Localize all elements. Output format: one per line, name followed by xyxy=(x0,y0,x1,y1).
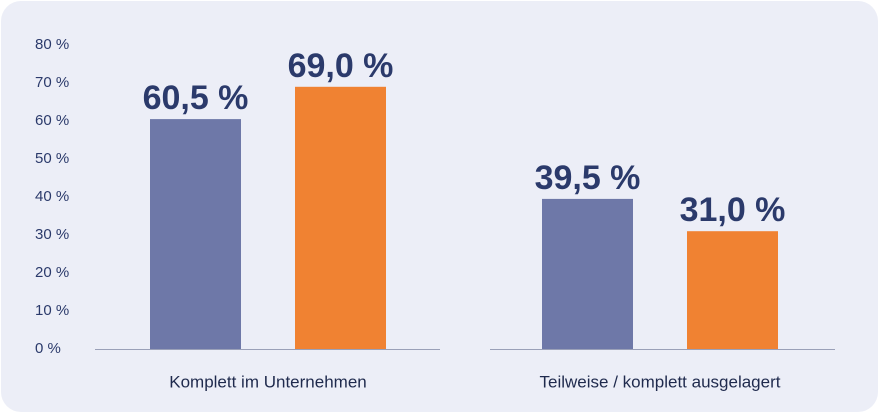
value-label: 60,5 % xyxy=(143,79,249,117)
bar xyxy=(542,198,633,349)
y-tick-label: 30 % xyxy=(35,226,69,243)
y-tick-label: 0 % xyxy=(35,340,61,357)
value-label: 69,0 % xyxy=(288,47,394,85)
y-tick-label: 80 % xyxy=(35,36,69,53)
bar xyxy=(295,86,386,350)
y-tick-label: 70 % xyxy=(35,74,69,91)
bar xyxy=(150,119,241,349)
y-tick-label: 10 % xyxy=(35,302,69,319)
value-label: 39,5 % xyxy=(535,159,641,197)
x-tick-label: Teilweise / komplett ausgelagert xyxy=(540,372,781,391)
x-tick-label: Komplett im Unternehmen xyxy=(169,372,366,391)
bar xyxy=(687,231,778,349)
y-tick-label: 40 % xyxy=(35,188,69,205)
y-tick-label: 60 % xyxy=(35,112,69,129)
y-tick-label: 20 % xyxy=(35,264,69,281)
y-tick-label: 50 % xyxy=(35,150,69,167)
value-label: 31,0 % xyxy=(680,191,786,229)
